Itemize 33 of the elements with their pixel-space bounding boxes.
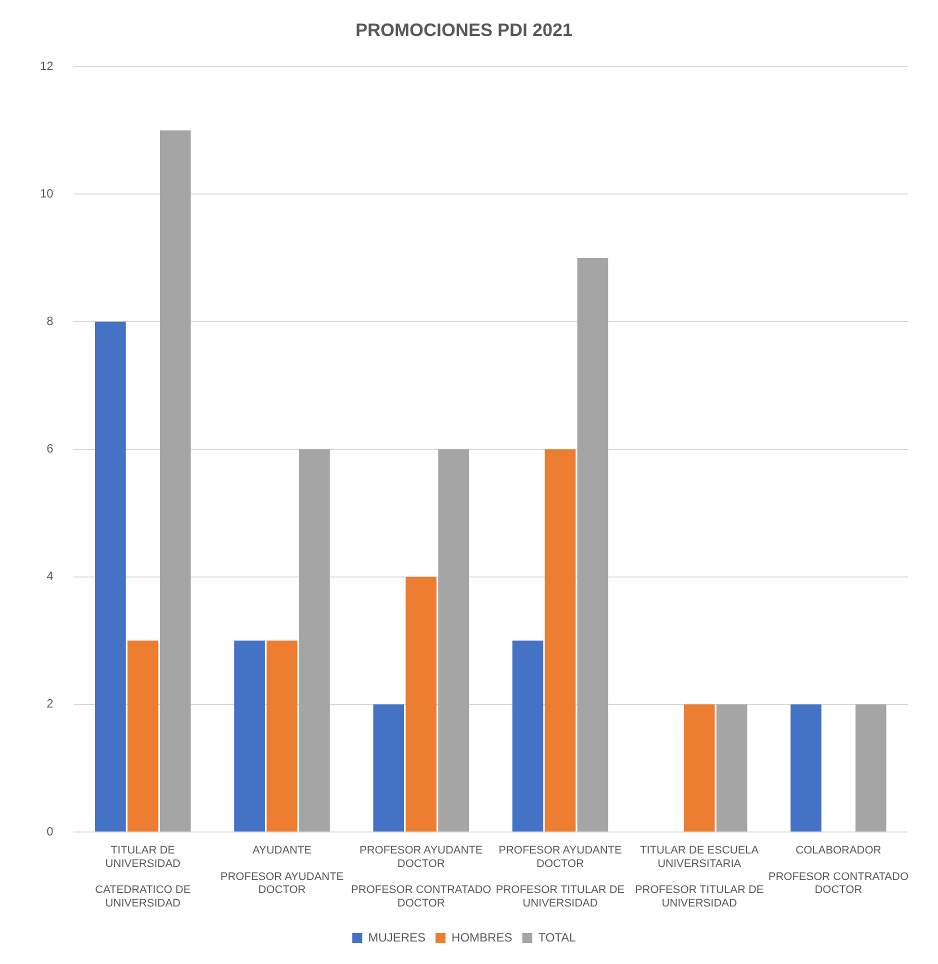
bar xyxy=(544,449,576,832)
bar xyxy=(716,704,748,832)
bar xyxy=(684,704,715,832)
category-label: TITULAR DE ESCUELA UNIVERSITARIA PROFESOR TITULAR DE UNIVERSIDAD xyxy=(634,844,764,910)
category-label: COLABORADOR PROFESOR CONTRATADO DOCTOR xyxy=(768,844,909,896)
bar xyxy=(266,640,298,832)
y-tick-label: 6 xyxy=(46,442,54,456)
bar xyxy=(512,640,544,832)
y-tick-label: 12 xyxy=(40,58,54,73)
y-tick-label: 10 xyxy=(40,186,54,200)
bar xyxy=(577,258,608,832)
legend-label: TOTAL xyxy=(538,930,576,944)
legend-label: HOMBRES xyxy=(452,930,512,944)
bar xyxy=(95,322,126,832)
y-tick-label: 0 xyxy=(46,824,54,838)
y-tick-label: 8 xyxy=(46,314,54,328)
category-label: PROFESOR AYUDANTE DOCTOR PROFESOR CONTRATADO DOCTOR xyxy=(351,844,492,910)
y-tick-label: 2 xyxy=(46,696,54,711)
bar xyxy=(438,449,469,832)
category-label: PROFESOR AYUDANTE DOCTOR PROFESOR TITULAR DE UNIVERSIDAD xyxy=(496,844,625,910)
bar xyxy=(855,704,886,832)
bar xyxy=(234,640,265,832)
y-tick-label: 4 xyxy=(46,569,54,584)
bar xyxy=(299,449,330,832)
bar xyxy=(160,130,191,832)
category-label: AYUDANTE PROFESOR AYUDANTE DOCTOR xyxy=(220,844,344,896)
bar xyxy=(373,704,404,832)
chart-title: PROMOCIONES PDI 2021 xyxy=(355,20,573,40)
bar xyxy=(790,704,822,832)
bar xyxy=(406,576,437,832)
legend-label: MUJERES xyxy=(368,930,426,944)
category-label: TITULAR DE UNIVERSIDAD CATEDRATICO DE UNIVERSIDAD xyxy=(95,844,191,910)
bar xyxy=(127,640,158,832)
